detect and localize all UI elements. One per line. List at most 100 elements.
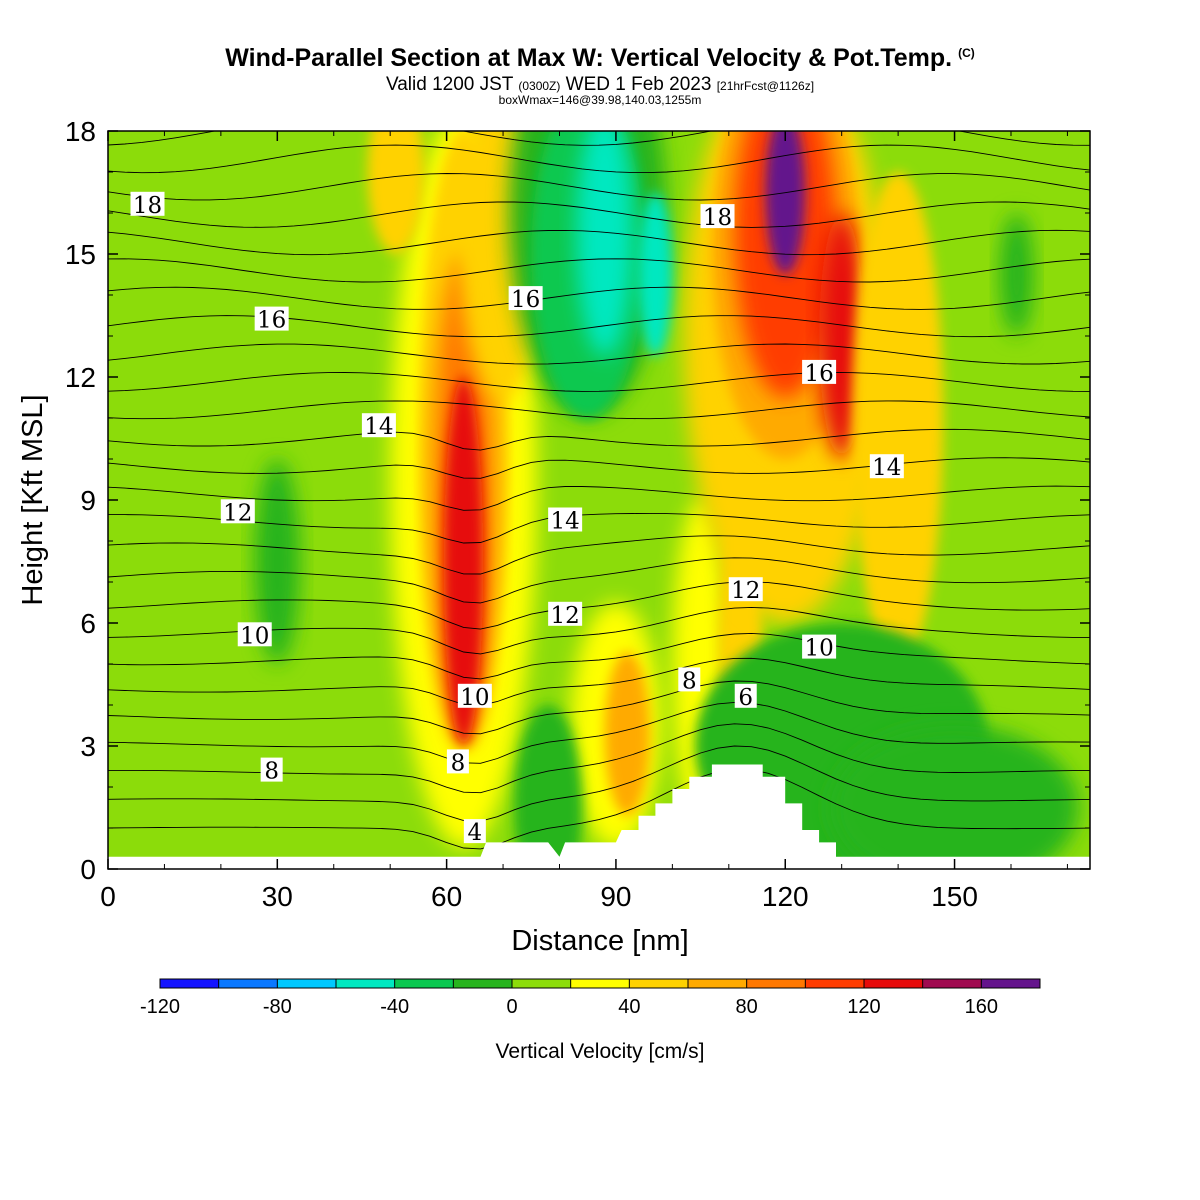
colorbar-tick-label: 120 [847, 996, 880, 1018]
contour-label-box [237, 622, 272, 647]
x-tick-label: 120 [762, 881, 809, 912]
contour-label: 16 [508, 286, 543, 313]
contour-label: 14 [869, 454, 904, 481]
isentrope-line [108, 557, 1090, 604]
y-tick-label: 0 [80, 854, 96, 885]
velocity-cell [367, 131, 425, 254]
x-tick-label: 0 [100, 881, 116, 912]
colorbar-swatch [218, 979, 278, 988]
contour-label-text: 8 [451, 750, 466, 776]
colorbar-swatch [922, 979, 982, 988]
contour-label-box [361, 413, 396, 438]
contour-label-text: 14 [364, 414, 393, 440]
contour-label-text: 16 [257, 308, 286, 334]
contour-label-text: 14 [872, 455, 901, 481]
terrain-mask [108, 764, 1090, 869]
y-tick-label: 18 [65, 116, 96, 147]
contour-label-text: 10 [240, 623, 269, 649]
isentrope-line [108, 512, 1090, 544]
isentrope-line [108, 343, 1090, 365]
colorbar-swatch [981, 979, 1041, 988]
colorbar-swatch [805, 979, 865, 988]
colorbar-swatch [336, 979, 396, 988]
contour-label: 18 [700, 204, 735, 231]
contour-label: 10 [457, 683, 492, 711]
velocity-cell [576, 131, 633, 357]
isentrope-line [108, 144, 1090, 174]
isentrope-line [108, 632, 1090, 680]
colorbar-frame [159, 978, 1041, 989]
velocity-cell [443, 377, 484, 746]
contour-label: 4 [463, 819, 486, 846]
contour-label: 16 [802, 359, 837, 387]
velocity-cell [638, 192, 673, 357]
potential-temperature-contours [108, 131, 1090, 850]
colorbar: -120 -80 -40 0 40 80 120 160 Vertical Velocity [… [140, 978, 1041, 1063]
isentrope-line [108, 535, 1090, 575]
contour-label-box [260, 757, 283, 782]
contour-label-text: 4 [468, 820, 483, 846]
contour-label: 10 [802, 634, 837, 662]
isentrope-line [108, 768, 1090, 850]
isentrope-line [108, 131, 1090, 146]
colorbar-swatch [629, 979, 689, 988]
x-tick-label: 150 [931, 881, 978, 912]
x-tick-label: 90 [600, 881, 631, 912]
velocity-cell [254, 459, 300, 664]
axes: 0 30 60 90 120 150 0 3 6 9 12 15 18 Distance [nm] Heig… [17, 116, 1090, 957]
chart-box-info: boxWmax=146@39.98,140.03,1255m [498, 93, 702, 107]
contour-label: 8 [446, 749, 469, 776]
velocity-cell [819, 213, 865, 459]
isentrope-line [108, 428, 1090, 451]
velocity-cell [830, 725, 1079, 869]
isentrope-line [108, 173, 1090, 201]
contour-label-text: 6 [738, 685, 753, 711]
contour-label-box [802, 634, 837, 659]
contour-label: 8 [260, 757, 283, 785]
x-axis-label: Distance [nm] [511, 925, 688, 957]
contour-label: 6 [734, 683, 757, 711]
chart-title: Wind-Parallel Section at Max W: Vertical… [225, 44, 975, 72]
y-axis-label: Height [Kft MSL] [17, 394, 49, 605]
isentrope-line [108, 657, 1090, 706]
contour-label: 14 [361, 413, 396, 440]
y-tick-label: 12 [65, 362, 96, 393]
contour-label: 12 [728, 577, 763, 604]
contour-label-text: 10 [460, 685, 489, 711]
contour-label-box [254, 306, 289, 331]
contour-label-text: 8 [682, 668, 697, 694]
contour-label-text: 16 [804, 361, 833, 387]
contour-label: 8 [678, 667, 701, 694]
velocity-cell [604, 651, 650, 816]
velocity-cell [514, 705, 583, 869]
colorbar-swatch [453, 979, 513, 988]
chart-subtitle: Valid 1200 JST (0300Z) WED 1 Feb 2023 [2… [385, 74, 815, 95]
colorbar-swatch [394, 979, 454, 988]
contour-label-text: 10 [804, 636, 833, 662]
isentrope-line [108, 581, 1090, 630]
contour-label-text: 14 [550, 509, 579, 535]
contour-label: 16 [254, 306, 289, 334]
contour-label-box [869, 454, 904, 479]
contour-label-box [130, 191, 165, 216]
y-tick-label: 15 [65, 239, 96, 270]
contour-label: 14 [548, 507, 583, 535]
y-tick-label: 3 [80, 731, 96, 762]
copyright-mark: (C) [958, 45, 975, 60]
x-tick-label: 60 [431, 881, 462, 912]
contour-label-box [463, 819, 486, 844]
contour-label-text: 8 [264, 759, 279, 785]
contour-labels: 18 16 14 12 10 8 16 14 12 10 8 4 18 16 14 12 10 8 6 [130, 191, 904, 846]
contour-label-text: 18 [133, 193, 162, 219]
colorbar-tick-label: 40 [618, 996, 640, 1018]
contour-label-box [457, 683, 492, 708]
contour-label-text: 12 [223, 500, 252, 526]
contour-label: 10 [237, 622, 272, 649]
isentrope-line [108, 229, 1090, 256]
colorbar-tick-label: 160 [965, 996, 998, 1018]
colorbar-tick-label: -40 [380, 996, 409, 1018]
isentrope-line [108, 258, 1090, 283]
isentrope-line [108, 371, 1090, 392]
colorbar-swatch [277, 979, 337, 988]
isentrope-line [108, 701, 1090, 764]
